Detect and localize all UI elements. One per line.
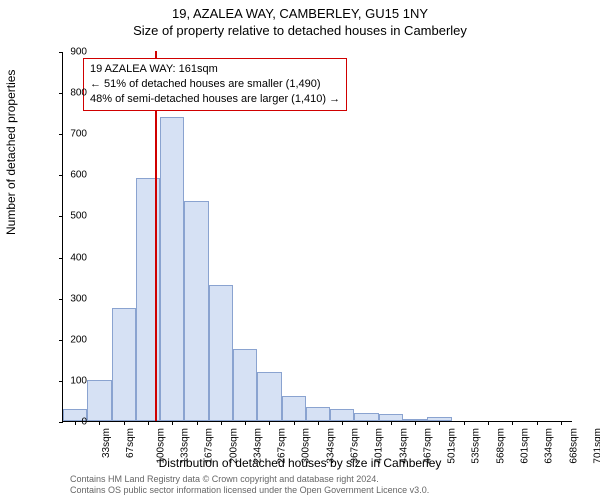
- x-tick-mark: [269, 421, 270, 425]
- x-tick-mark: [172, 421, 173, 425]
- x-tick-mark: [99, 421, 100, 425]
- x-tick-label: 535sqm: [471, 428, 482, 464]
- credits-line2: Contains OS public sector information li…: [70, 485, 429, 496]
- x-tick-mark: [124, 421, 125, 425]
- address-title: 19, AZALEA WAY, CAMBERLEY, GU15 1NY: [0, 0, 600, 21]
- y-tick-label: 300: [57, 293, 87, 304]
- x-tick-label: 568sqm: [495, 428, 506, 464]
- x-tick-mark: [221, 421, 222, 425]
- histogram-bar: [282, 396, 306, 421]
- x-tick-label: 601sqm: [520, 428, 531, 464]
- x-tick-label: 668sqm: [568, 428, 579, 464]
- x-tick-mark: [415, 421, 416, 425]
- histogram-bar: [160, 117, 184, 421]
- callout-line: ← 51% of detached houses are smaller (1,…: [90, 77, 340, 92]
- x-tick-mark: [439, 421, 440, 425]
- y-tick-label: 900: [57, 47, 87, 58]
- chart-container: 19, AZALEA WAY, CAMBERLEY, GU15 1NY Size…: [0, 0, 600, 500]
- plot-area: 19 AZALEA WAY: 161sqm← 51% of detached h…: [62, 52, 572, 422]
- x-tick-label: 300sqm: [301, 428, 312, 464]
- x-tick-label: 701sqm: [592, 428, 600, 464]
- property-callout: 19 AZALEA WAY: 161sqm← 51% of detached h…: [83, 58, 347, 111]
- y-tick-label: 200: [57, 334, 87, 345]
- x-tick-label: 367sqm: [350, 428, 361, 464]
- credits-line1: Contains HM Land Registry data © Crown c…: [70, 474, 429, 485]
- x-tick-mark: [342, 421, 343, 425]
- x-tick-label: 133sqm: [180, 428, 191, 464]
- histogram-bar: [184, 201, 208, 421]
- x-tick-mark: [148, 421, 149, 425]
- histogram-bar: [306, 407, 330, 421]
- y-tick-label: 500: [57, 211, 87, 222]
- x-tick-mark: [512, 421, 513, 425]
- callout-line: 19 AZALEA WAY: 161sqm: [90, 62, 340, 77]
- histogram-bar: [330, 409, 354, 421]
- x-tick-mark: [464, 421, 465, 425]
- y-tick-label: 800: [57, 88, 87, 99]
- y-tick-label: 700: [57, 129, 87, 140]
- x-tick-mark: [197, 421, 198, 425]
- x-tick-mark: [367, 421, 368, 425]
- x-tick-label: 634sqm: [544, 428, 555, 464]
- x-tick-mark: [245, 421, 246, 425]
- y-axis-label: Number of detached properties: [4, 70, 18, 235]
- x-tick-label: 100sqm: [155, 428, 166, 464]
- x-tick-label: 501sqm: [447, 428, 458, 464]
- x-tick-mark: [391, 421, 392, 425]
- y-tick-label: 400: [57, 252, 87, 263]
- y-tick-label: 100: [57, 375, 87, 386]
- chart-subtitle: Size of property relative to detached ho…: [0, 21, 600, 38]
- histogram-bar: [87, 380, 111, 421]
- x-tick-label: 267sqm: [277, 428, 288, 464]
- x-tick-mark: [561, 421, 562, 425]
- x-tick-label: 334sqm: [325, 428, 336, 464]
- histogram-bar: [209, 285, 233, 421]
- x-tick-label: 401sqm: [374, 428, 385, 464]
- x-tick-mark: [537, 421, 538, 425]
- histogram-bar: [112, 308, 136, 421]
- credits: Contains HM Land Registry data © Crown c…: [70, 474, 429, 496]
- y-tick-label: 600: [57, 170, 87, 181]
- histogram-bar: [233, 349, 257, 421]
- x-tick-label: 434sqm: [398, 428, 409, 464]
- x-tick-mark: [294, 421, 295, 425]
- x-tick-label: 200sqm: [228, 428, 239, 464]
- x-tick-label: 67sqm: [125, 428, 136, 458]
- histogram-bar: [257, 372, 281, 421]
- x-tick-label: 33sqm: [101, 428, 112, 458]
- x-tick-mark: [318, 421, 319, 425]
- x-tick-mark: [488, 421, 489, 425]
- x-tick-label: 467sqm: [422, 428, 433, 464]
- x-tick-label: 234sqm: [252, 428, 263, 464]
- histogram-bar: [379, 414, 403, 421]
- x-tick-label: 167sqm: [204, 428, 215, 464]
- histogram-bar: [354, 413, 378, 421]
- y-tick-label: 0: [57, 417, 87, 428]
- callout-line: 48% of semi-detached houses are larger (…: [90, 92, 340, 107]
